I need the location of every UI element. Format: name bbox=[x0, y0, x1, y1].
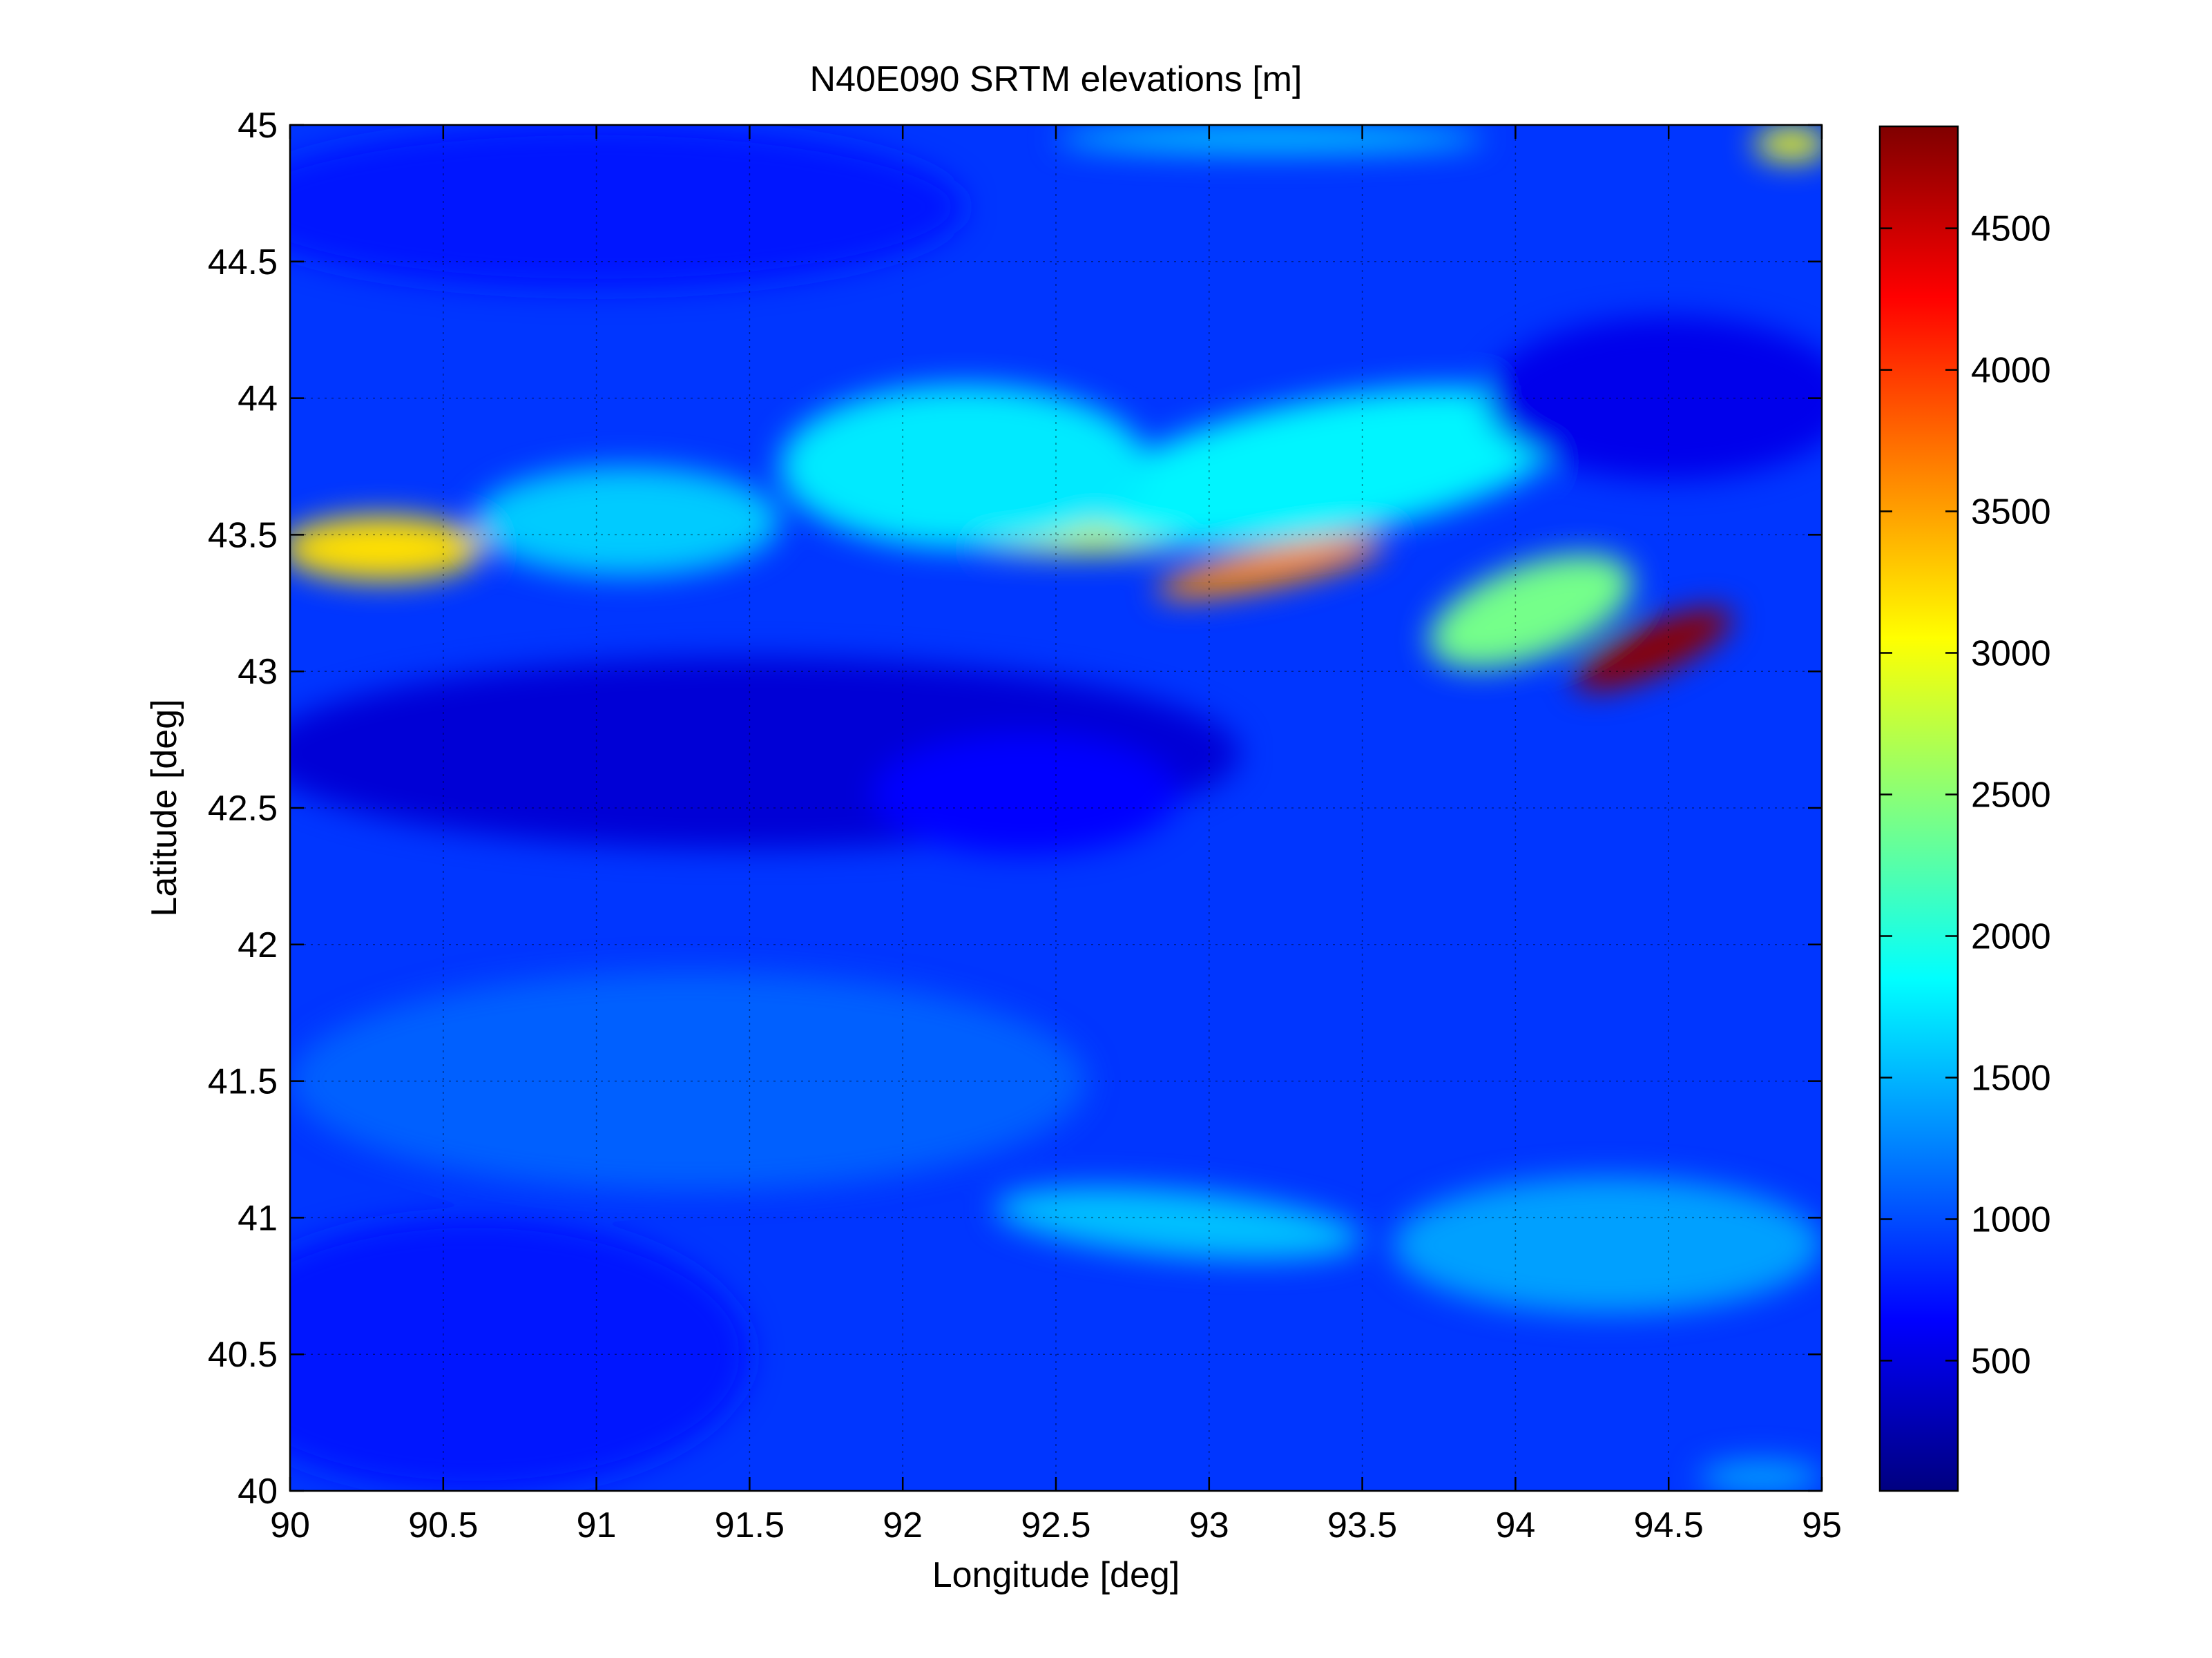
chart-title: N40E090 SRTM elevations [m] bbox=[810, 59, 1302, 99]
colorbar-frame bbox=[1878, 125, 1959, 1492]
elevation-feature bbox=[1754, 127, 1822, 161]
x-tick-label: 94.5 bbox=[1634, 1505, 1704, 1545]
elevation-feature bbox=[1156, 537, 1385, 599]
colorbar-gradient bbox=[1880, 126, 1958, 1491]
y-tick-label: 44 bbox=[238, 379, 278, 419]
x-tick-label: 92.5 bbox=[1021, 1505, 1090, 1545]
y-tick-label: 42.5 bbox=[208, 789, 278, 829]
colorbar-tick-label: 2500 bbox=[1971, 775, 2051, 816]
colorbar-tick-label: 1500 bbox=[1971, 1058, 2051, 1098]
y-tick-label: 45 bbox=[238, 106, 278, 146]
x-tick-label: 94 bbox=[1495, 1505, 1535, 1545]
elevation-feature bbox=[290, 515, 483, 581]
elevation-feature bbox=[995, 1186, 1362, 1260]
x-tick-label: 92 bbox=[883, 1505, 923, 1545]
colorbar-tick-label: 4500 bbox=[1971, 209, 2051, 249]
y-axis-title: Latitude [deg] bbox=[144, 699, 184, 916]
x-axis-ticks: 90 90.5 91 91.5 92 92.5 93 93.5 94 94.5 95 bbox=[270, 125, 1842, 1545]
colorbar-tick-label: 1000 bbox=[1971, 1199, 2051, 1240]
elevation-feature bbox=[290, 972, 1087, 1191]
colorbar-tick-label: 4000 bbox=[1971, 351, 2051, 391]
elevation-feature bbox=[872, 734, 1179, 855]
x-tick-label: 90 bbox=[270, 1505, 310, 1545]
y-tick-label: 42 bbox=[238, 925, 278, 965]
y-tick-label: 40.5 bbox=[208, 1335, 278, 1375]
y-tick-label: 43 bbox=[238, 652, 278, 692]
elevation-feature bbox=[1392, 1177, 1822, 1313]
y-axis-ticks: 40 40.5 41 41.5 42 42.5 43 43.5 44 44.5 45 bbox=[208, 106, 1822, 1512]
colorbar-tick-label: 3000 bbox=[1971, 634, 2051, 674]
colorbar: 500 1000 1500 2000 2500 3000 3500 4000 4500 bbox=[1878, 125, 2051, 1492]
colorbar-tick-label: 500 bbox=[1971, 1341, 2031, 1381]
elevation-heatmap bbox=[290, 125, 1822, 1491]
x-tick-label: 93 bbox=[1189, 1505, 1229, 1545]
x-tick-label: 95 bbox=[1802, 1505, 1842, 1545]
plot-area: 90 90.5 91 91.5 92 92.5 93 93.5 94 94.5 95 4040.54… bbox=[208, 106, 1842, 1545]
y-tick-label: 43.5 bbox=[208, 515, 278, 555]
colorbar-ticks: 500 1000 1500 2000 2500 3000 3500 4000 4500 bbox=[1880, 209, 2051, 1381]
elevation-feature bbox=[1574, 608, 1733, 691]
elevation-feature bbox=[780, 384, 1148, 549]
elevation-feature bbox=[1485, 316, 1822, 481]
elevation-feature bbox=[1428, 554, 1633, 668]
elevation-feature bbox=[290, 1217, 750, 1491]
elevation-feature bbox=[474, 466, 780, 576]
elevation-feature bbox=[1699, 1461, 1822, 1491]
y-tick-label: 44.5 bbox=[208, 242, 278, 282]
colorbar-tick-label: 3500 bbox=[1971, 492, 2051, 532]
y-tick-label: 40 bbox=[238, 1472, 278, 1512]
elevation-feature bbox=[290, 125, 964, 289]
y-tick-label: 41.5 bbox=[208, 1062, 278, 1102]
x-tick-label: 90.5 bbox=[408, 1505, 478, 1545]
x-axis-title: Longitude [deg] bbox=[932, 1555, 1180, 1595]
y-tick-label: 41 bbox=[238, 1198, 278, 1238]
colorbar-tick-label: 2000 bbox=[1971, 916, 2051, 956]
elevation-feature bbox=[1056, 125, 1485, 153]
x-tick-label: 91.5 bbox=[715, 1505, 785, 1545]
x-tick-label: 93.5 bbox=[1327, 1505, 1397, 1545]
elevation-feature bbox=[1090, 387, 1574, 546]
x-tick-label: 91 bbox=[577, 1505, 617, 1545]
